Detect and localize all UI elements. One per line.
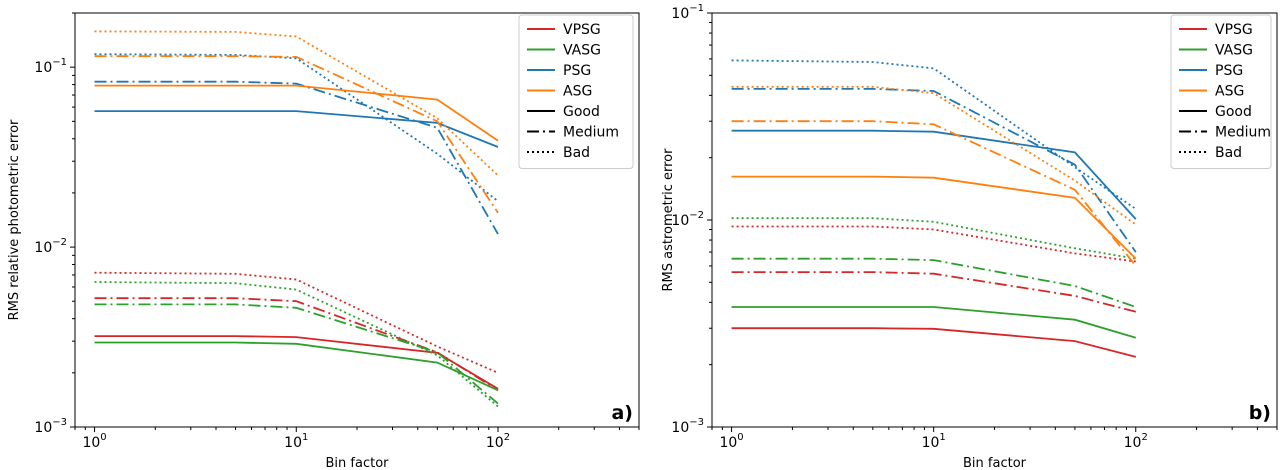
series-line-vasg-medium xyxy=(94,303,499,405)
x-tick-label: 101 xyxy=(284,432,308,451)
x-tick-label: 100 xyxy=(82,432,106,451)
series-line-vasg-good xyxy=(731,306,1137,339)
legend-label-medium: Medium xyxy=(563,125,619,141)
legend-label-psg: PSG xyxy=(1215,63,1243,79)
series-line-psg-bad xyxy=(94,53,499,202)
series-line-asg-bad xyxy=(731,85,1137,226)
series-line-vpsg-medium xyxy=(731,271,1137,313)
y-tick-label: 10−3 xyxy=(34,417,67,436)
series-line-psg-good xyxy=(731,129,1137,220)
legend-label-asg: ASG xyxy=(1215,84,1244,100)
series-line-asg-bad xyxy=(94,30,499,177)
x-tick-label: 100 xyxy=(719,432,743,451)
x-tick-label: 101 xyxy=(922,432,946,451)
y-tick-label: 10−2 xyxy=(34,237,67,256)
series-line-vpsg-medium xyxy=(94,297,499,392)
series-line-asg-good xyxy=(731,175,1137,260)
series-line-psg-medium xyxy=(94,80,499,235)
legend-label-good: Good xyxy=(563,104,600,120)
series-line-vpsg-good xyxy=(731,327,1137,358)
legend-label-psg: PSG xyxy=(563,63,591,79)
series-line-asg-good xyxy=(94,84,499,142)
y-axis-label: RMS astrometric error xyxy=(661,148,676,292)
legend-box xyxy=(1170,14,1272,169)
panel-a: 100 101 102 10−3 10−2 10−1 Bin factor RMS relat… xyxy=(7,12,640,470)
legend: VPSG VASG PSG ASG Good Medium Bad xyxy=(518,14,634,169)
y-tick-label: 10−2 xyxy=(671,210,704,229)
legend-label-bad: Bad xyxy=(563,145,590,161)
legend: VPSG VASG PSG ASG Good Medium Bad xyxy=(1170,14,1272,169)
x-axis-label: Bin factor xyxy=(963,456,1027,470)
series-line-vasg-medium xyxy=(731,257,1137,308)
y-tick-label: 10−3 xyxy=(671,417,704,436)
legend-box xyxy=(518,14,634,169)
y-axis-label: RMS relative photometric error xyxy=(7,119,22,320)
series-line-vpsg-bad xyxy=(94,271,499,374)
panel-label: a) xyxy=(611,402,633,424)
legend-label-vasg: VASG xyxy=(563,43,601,59)
legend-label-bad: Bad xyxy=(1215,145,1242,161)
series-line-psg-good xyxy=(94,110,499,148)
legend-label-asg: ASG xyxy=(563,84,592,100)
x-axis-label: Bin factor xyxy=(326,456,390,470)
legend-label-medium: Medium xyxy=(1215,125,1271,141)
series-line-vpsg-bad xyxy=(731,225,1136,263)
panel-b: 100 101 102 10−3 10−2 10−1 Bin factor RMS astro… xyxy=(661,3,1278,470)
legend-label-vpsg: VPSG xyxy=(1215,22,1253,38)
legend-label-vasg: VASG xyxy=(1215,43,1253,59)
x-tick-label: 102 xyxy=(486,432,510,451)
series-line-vasg-good xyxy=(94,341,499,392)
panel-label: b) xyxy=(1249,402,1271,424)
series-line-psg-medium xyxy=(731,88,1137,253)
y-tick-label: 10−1 xyxy=(671,3,704,22)
legend-label-vpsg: VPSG xyxy=(563,22,601,38)
x-tick-label: 102 xyxy=(1124,432,1148,451)
series-line-asg-medium xyxy=(731,120,1137,267)
series-line-asg-medium xyxy=(94,55,499,214)
series-line-psg-bad xyxy=(731,59,1137,210)
y-tick-label: 10−1 xyxy=(34,57,67,76)
series-line-vasg-bad xyxy=(731,217,1136,260)
legend-label-good: Good xyxy=(1215,104,1252,120)
